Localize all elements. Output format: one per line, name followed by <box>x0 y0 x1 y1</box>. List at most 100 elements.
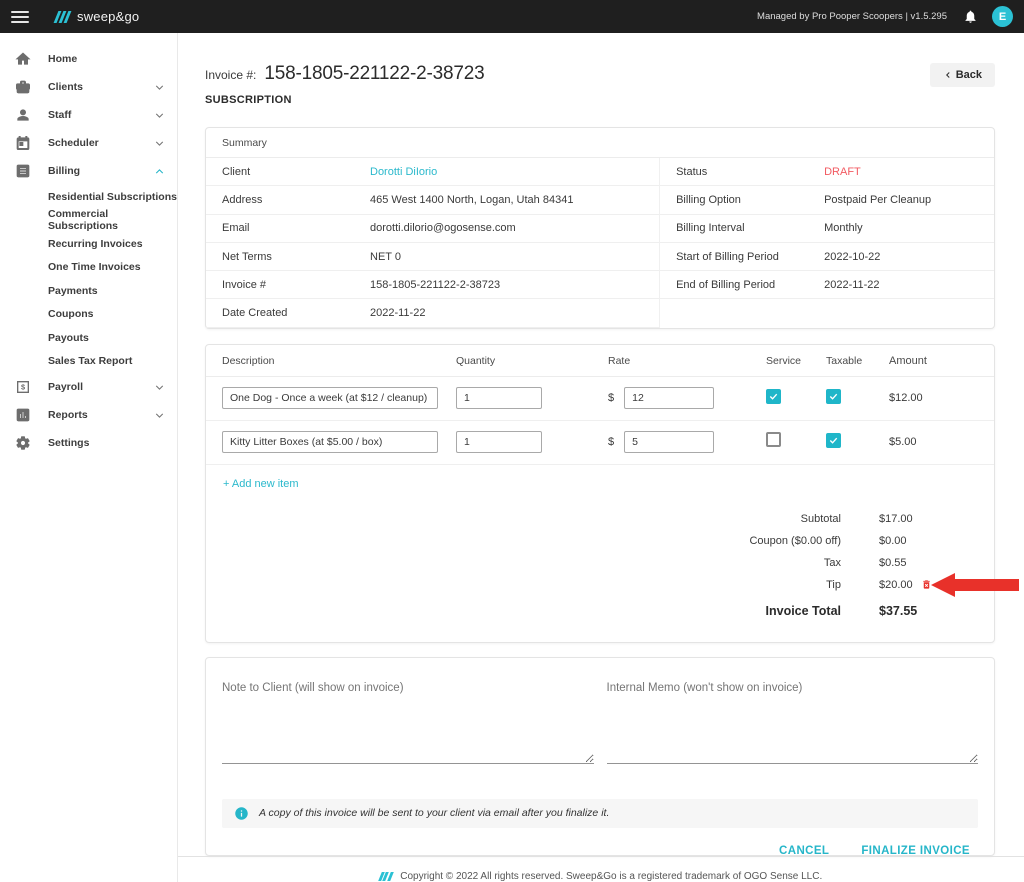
finalize-invoice-button[interactable]: FINALIZE INVOICE <box>861 844 970 856</box>
item-amount: $5.00 <box>889 435 917 448</box>
summary-value: Postpaid Per Cleanup <box>824 193 932 206</box>
sidebar-item-home[interactable]: Home <box>0 45 177 73</box>
sidebar-item-clients[interactable]: Clients <box>0 73 177 101</box>
logo-slashes-icon <box>53 10 72 23</box>
taxable-checkbox[interactable] <box>826 388 841 404</box>
sidebar-item-label: Scheduler <box>48 137 99 149</box>
add-new-item-button[interactable]: + Add new item <box>223 477 299 490</box>
summary-row-client: Client Dorotti DiIorio <box>206 158 660 187</box>
currency-symbol: $ <box>608 435 615 448</box>
summary-label: Address <box>222 193 263 206</box>
sidebar-item-label: Settings <box>48 437 90 449</box>
client-link[interactable]: Dorotti DiIorio <box>370 165 438 178</box>
item-row-1: $ $12.00 <box>206 377 994 421</box>
menu-icon[interactable] <box>11 10 29 23</box>
cancel-button[interactable]: CANCEL <box>779 844 830 856</box>
rate-input[interactable] <box>624 386 715 409</box>
column-header-quantity: Quantity <box>456 354 496 367</box>
column-header-rate: Rate <box>608 354 631 367</box>
sidebar-item-billing[interactable]: Billing <box>0 157 177 185</box>
sidebar-item-settings[interactable]: Settings <box>0 429 177 457</box>
quantity-input[interactable] <box>456 386 542 409</box>
tip-row: Tip $20.00 <box>222 572 1019 597</box>
chevron-up-icon <box>155 168 164 174</box>
tax-row: Tax $0.55 <box>222 552 978 574</box>
gear-icon <box>16 436 30 450</box>
summary-label: Invoice # <box>222 278 267 291</box>
summary-card: Summary Client Dorotti DiIorio Address 4… <box>205 127 995 329</box>
page-title: Invoice #: 158-1805-221122-2-38723 <box>205 63 485 85</box>
sidebar-item-one-time-invoices[interactable]: One Time Invoices <box>48 261 141 274</box>
calendar-icon <box>16 136 30 150</box>
summary-value: 2022-10-22 <box>824 250 881 263</box>
quantity-input[interactable] <box>456 430 542 453</box>
internal-memo-textarea[interactable] <box>606 701 978 764</box>
summary-label: Billing Option <box>676 193 741 206</box>
invoice-total-value: $37.55 <box>879 603 918 618</box>
back-button[interactable]: Back <box>929 63 995 87</box>
sidebar-item-reports[interactable]: Reports <box>0 401 177 429</box>
currency-symbol: $ <box>608 391 615 404</box>
sidebar-item-scheduler[interactable]: Scheduler <box>0 129 177 157</box>
billing-list-icon <box>16 164 30 178</box>
sidebar-item-residential-subscriptions[interactable]: Residential Subscriptions <box>48 190 177 203</box>
status-badge: DRAFT <box>824 165 861 178</box>
main-content: Invoice #: 158-1805-221122-2-38723 SUBSC… <box>178 33 1024 882</box>
service-checkbox[interactable] <box>766 431 781 447</box>
notifications-bell-icon[interactable] <box>963 9 978 24</box>
copyright-text: Copyright © 2022 All rights reserved. Sw… <box>400 871 823 882</box>
sidebar-item-coupons[interactable]: Coupons <box>48 308 94 321</box>
sidebar-item-label: Staff <box>48 109 72 121</box>
sidebar-item-label: Payroll <box>48 381 84 393</box>
coupon-label: Coupon ($0.00 off) <box>749 534 841 547</box>
summary-title: Summary <box>206 128 994 158</box>
column-header-service: Service <box>766 354 802 367</box>
sidebar-item-label: Home <box>48 53 78 65</box>
description-input[interactable] <box>222 430 438 453</box>
invoice-type-label: SUBSCRIPTION <box>205 94 292 106</box>
rate-input[interactable] <box>624 430 715 453</box>
sidebar-item-sales-tax-report[interactable]: Sales Tax Report <box>48 355 133 368</box>
info-banner: A copy of this invoice will be sent to y… <box>222 798 978 828</box>
description-input[interactable] <box>222 386 438 409</box>
info-message: A copy of this invoice will be sent to y… <box>259 807 610 820</box>
notes-card: Note to Client (will show on invoice) In… <box>205 656 995 856</box>
chevron-down-icon <box>155 384 164 390</box>
sidebar-item-label: Billing <box>48 165 81 177</box>
tip-value: $20.00 <box>879 578 913 591</box>
taxable-checkbox[interactable] <box>826 432 841 448</box>
home-icon <box>15 52 31 65</box>
sidebar-item-payroll[interactable]: $ Payroll <box>0 373 177 401</box>
sidebar-item-payments[interactable]: Payments <box>48 284 98 297</box>
checkmark-icon <box>769 393 778 400</box>
summary-value: Monthly <box>824 222 863 235</box>
sidebar-item-staff[interactable]: Staff <box>0 101 177 129</box>
app-logo[interactable]: sweep&go <box>53 9 139 24</box>
summary-value: 158-1805-221122-2-38723 <box>370 278 501 291</box>
annotation-arrow <box>931 572 1019 597</box>
top-bar: sweep&go Managed by Pro Pooper Scoopers … <box>0 0 1024 33</box>
sidebar-item-payouts[interactable]: Payouts <box>48 331 89 344</box>
back-button-label: Back <box>955 69 982 81</box>
note-to-client-textarea[interactable] <box>222 701 594 764</box>
summary-label: Status <box>676 165 708 178</box>
summary-value: 2022-11-22 <box>824 278 880 291</box>
service-checkbox[interactable] <box>766 388 781 404</box>
sidebar-item-commercial-subscriptions[interactable]: Commercial Subscriptions <box>48 208 119 233</box>
sidebar-item-recurring-invoices[interactable]: Recurring Invoices <box>48 237 143 250</box>
sidebar-item-label: Clients <box>48 81 84 93</box>
managed-by-text: Managed by Pro Pooper Scoopers | v1.5.29… <box>757 11 947 22</box>
payroll-dollar-icon: $ <box>17 381 29 393</box>
delete-tip-trash-icon[interactable] <box>921 578 932 591</box>
summary-value: dorotti.dilorio@ogosense.com <box>370 222 516 235</box>
summary-row-end-billing: End of Billing Period 2022-11-22 <box>660 271 994 300</box>
summary-label: Email <box>222 222 250 235</box>
coupon-value: $0.00 <box>879 534 907 547</box>
invoice-number: 158-1805-221122-2-38723 <box>264 63 485 84</box>
item-amount: $12.00 <box>889 391 923 404</box>
user-avatar[interactable]: E <box>992 6 1013 27</box>
totals-section: Subtotal $17.00 Coupon ($0.00 off) $0.00… <box>206 502 1019 642</box>
summary-label: Billing Interval <box>676 222 745 235</box>
invoice-total-row: Invoice Total $37.55 <box>222 598 978 624</box>
subtotal-row: Subtotal $17.00 <box>222 508 978 530</box>
